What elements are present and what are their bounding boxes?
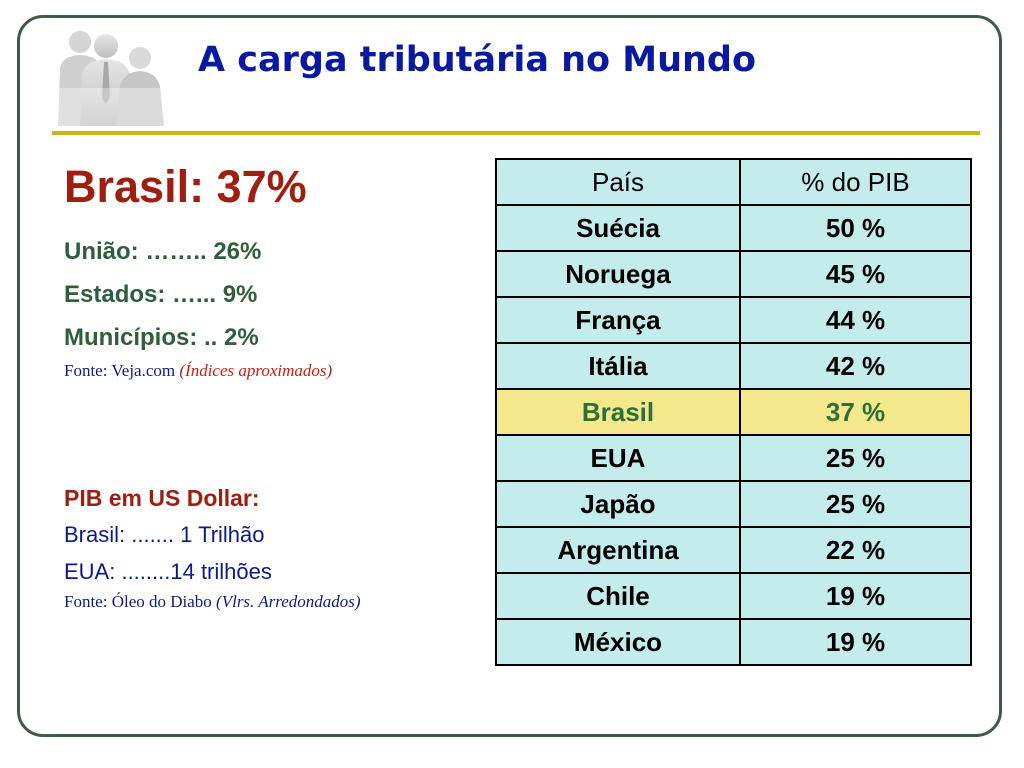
cell-percent: 25 % (739, 434, 972, 482)
cell-country: Brasil (495, 388, 741, 436)
title-divider (52, 131, 980, 135)
source-prefix: Fonte: Óleo do Diabo (64, 592, 212, 611)
cell-country: EUA (495, 434, 741, 482)
breakdown-municipalities: Municípios: .. 2% (64, 324, 259, 351)
cell-country: Suécia (495, 204, 741, 252)
cell-country: Japão (495, 480, 741, 528)
cell-country: México (495, 618, 741, 666)
pib-usa: EUA: ........14 trilhões (64, 559, 272, 584)
tax-summary: Brasil: 37% União: …….. 26% Estados: …..… (64, 160, 484, 383)
cell-country: Noruega (495, 250, 741, 298)
cell-country: Itália (495, 342, 741, 390)
cell-percent: 45 % (739, 250, 972, 298)
source-note: (Índices aproximados) (179, 361, 333, 380)
table-row: França 44 % (495, 296, 972, 344)
cell-country: França (495, 296, 741, 344)
cell-percent: 50 % (739, 204, 972, 252)
column-header-percent: % do PIB (739, 158, 972, 206)
table-body: Suécia 50 % Noruega 45 % França 44 % Itália 42 … (495, 204, 972, 666)
headline-brazil-rate: Brasil: 37% (64, 161, 307, 212)
cell-percent: 19 % (739, 572, 972, 620)
businessmen-silhouette-logo (44, 31, 168, 126)
source-prefix: Fonte: Veja.com (64, 361, 176, 380)
pib-brazil: Brasil: ....... 1 Trilhão (64, 522, 265, 547)
source-veja: Fonte: Veja.com (Índices aproximados) (64, 359, 484, 383)
table-row: Itália 42 % (495, 342, 972, 390)
table-row: EUA 25 % (495, 434, 972, 482)
cell-percent: 25 % (739, 480, 972, 528)
table-header-row: País % do PIB (495, 158, 972, 206)
table-row: Chile 19 % (495, 572, 972, 620)
cell-percent: 42 % (739, 342, 972, 390)
table-row: Japão 25 % (495, 480, 972, 528)
table-row: Noruega 45 % (495, 250, 972, 298)
cell-percent: 44 % (739, 296, 972, 344)
table-row: Brasil 37 % (495, 388, 972, 436)
page-title: A carga tributária no Mundo (198, 40, 757, 80)
table-row: Suécia 50 % (495, 204, 972, 252)
cell-percent: 37 % (739, 388, 972, 436)
pib-section: PIB em US Dollar: Brasil: ....... 1 Tril… (64, 480, 484, 614)
tax-burden-table: País % do PIB Suécia 50 % Noruega 45 % Franç… (495, 158, 972, 666)
cell-country: Argentina (495, 526, 741, 574)
cell-country: Chile (495, 572, 741, 620)
table-row: México 19 % (495, 618, 972, 666)
table-row: Argentina 22 % (495, 526, 972, 574)
column-header-country: País (495, 158, 741, 206)
cell-percent: 19 % (739, 618, 972, 666)
breakdown-union: União: …….. 26% (64, 238, 262, 265)
source-note: (Vlrs. Arredondados) (216, 592, 361, 611)
breakdown-states: Estados: …... 9% (64, 281, 258, 308)
cell-percent: 22 % (739, 526, 972, 574)
pib-heading: PIB em US Dollar: (64, 485, 260, 511)
source-oleo: Fonte: Óleo do Diabo (Vlrs. Arredondados… (64, 590, 484, 614)
